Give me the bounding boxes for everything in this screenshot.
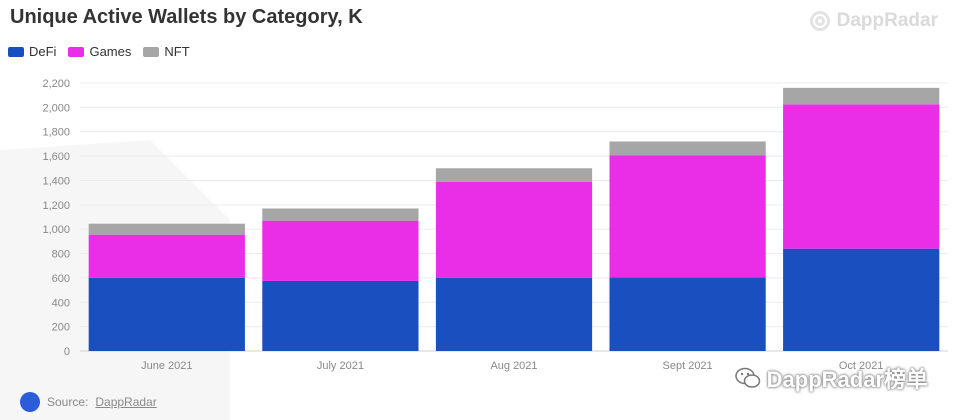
bar-nft xyxy=(262,208,419,221)
y-axis: 0 200 400 600 800 1,000 1,200 1,400 1,600 1,800 2,… xyxy=(42,78,70,358)
bar-defi xyxy=(435,277,593,351)
y-tick-label: 0 xyxy=(64,346,70,358)
x-tick-label: Sept 2021 xyxy=(663,360,713,372)
legend-item-games[interactable]: Games xyxy=(68,44,131,59)
legend-item-nft[interactable]: NFT xyxy=(143,44,190,59)
bar-defi xyxy=(783,248,940,351)
legend-item-defi[interactable]: DeFi xyxy=(8,44,56,59)
x-tick-label: Aug 2021 xyxy=(490,360,537,372)
watermark: DappRadar榜单 xyxy=(734,362,928,394)
y-tick-label: 800 xyxy=(52,249,70,261)
bar-games xyxy=(609,155,766,278)
legend-swatch-nft xyxy=(143,46,160,57)
dappradar-logo-icon xyxy=(809,11,830,31)
bar-defi xyxy=(609,277,766,351)
y-tick-label: 2,200 xyxy=(42,78,70,90)
legend-swatch-games xyxy=(68,46,85,57)
bar-games xyxy=(262,220,419,281)
source-link[interactable]: DappRadar xyxy=(95,395,157,409)
wechat-icon xyxy=(734,367,760,388)
dappradar-source-icon xyxy=(20,392,40,412)
source-line: Source: DappRadar xyxy=(20,392,157,412)
y-tick-label: 400 xyxy=(52,297,70,309)
legend-label-nft: NFT xyxy=(164,44,190,59)
bar-nft xyxy=(88,223,245,235)
x-tick-label: July 2021 xyxy=(317,360,364,372)
source-prefix: Source: xyxy=(47,395,89,409)
x-tick-label: Oct 2021 xyxy=(839,360,884,372)
bar-nft xyxy=(609,141,766,156)
legend-swatch-defi xyxy=(8,46,24,57)
y-tick-label: 1,200 xyxy=(42,200,70,212)
y-tick-label: 600 xyxy=(52,273,70,285)
bar-games xyxy=(783,104,940,249)
bar-defi xyxy=(88,277,245,351)
y-tick-label: 1,600 xyxy=(42,151,70,163)
brand-name: DappRadar xyxy=(836,10,938,31)
bar-games xyxy=(88,234,245,278)
x-axis: June 2021 July 2021 Aug 2021 Sept 2021 Oct 2… xyxy=(141,360,883,372)
legend: DeFi Games NFT xyxy=(8,44,190,59)
y-tick-label: 2,000 xyxy=(42,102,70,114)
y-tick-label: 1,800 xyxy=(42,127,70,139)
bar-nft xyxy=(783,87,940,105)
y-tick-label: 200 xyxy=(52,322,70,334)
bar-nft xyxy=(435,168,593,182)
watermark-text: DappRadar榜单 xyxy=(766,367,928,392)
y-tick-label: 1,400 xyxy=(42,175,70,187)
brand-logo: DappRadar xyxy=(809,10,938,32)
bar-defi xyxy=(262,280,419,351)
bar-games xyxy=(435,181,593,278)
y-tick-label: 1,000 xyxy=(42,224,70,236)
chart-title: Unique Active Wallets by Category, K xyxy=(10,6,363,28)
legend-label-games: Games xyxy=(89,44,132,59)
legend-label-defi: DeFi xyxy=(29,44,57,59)
x-tick-label: June 2021 xyxy=(141,360,192,372)
bars xyxy=(88,87,940,351)
